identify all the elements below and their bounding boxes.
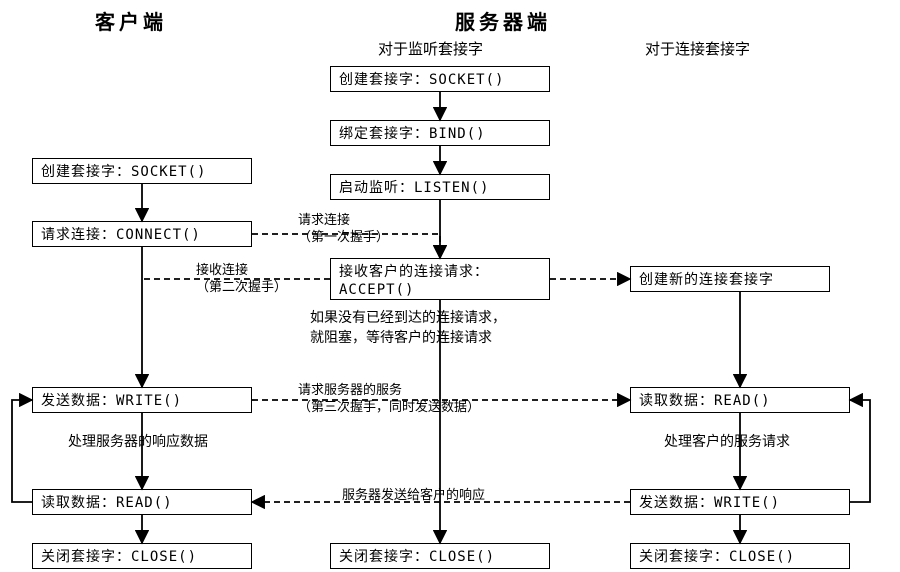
note-server-block-l2: 就阻塞，等待客户的连接请求 [310,329,492,345]
socket-flowchart: { "type": "flowchart", "canvas": { "w": … [0,0,900,572]
label-handshake-3: 请求服务器的服务 （第三次握手，同时发送数据） [298,382,480,416]
node-server-close: 关闭套接字：CLOSE() [330,543,550,569]
note-conn-process: 处理客户的服务请求 [664,432,790,452]
node-server-accept-l2: ACCEPT() [339,281,414,299]
title-server: 服务器端 [455,6,551,35]
node-server-accept: 接收客户的连接请求： ACCEPT() [330,258,550,300]
node-server-accept-l1: 接收客户的连接请求： [339,263,489,281]
note-client-process: 处理服务器的响应数据 [68,432,208,452]
node-conn-read: 读取数据：READ() [630,387,850,413]
node-client-write: 发送数据：WRITE() [32,387,252,413]
label-handshake-1: 请求连接 （第一次握手） [298,212,389,246]
node-conn-write: 发送数据：WRITE() [630,489,850,515]
subtitle-conn-socket: 对于连接套接字 [645,38,750,59]
node-server-listen: 启动监听：LISTEN() [330,174,550,200]
node-client-close: 关闭套接字：CLOSE() [32,543,252,569]
label-handshake-2: 接收连接 （第二次握手） [196,262,287,296]
subtitle-listen-socket: 对于监听套接字 [378,38,483,59]
node-server-bind: 绑定套接字：BIND() [330,120,550,146]
node-client-connect: 请求连接：CONNECT() [32,221,252,247]
note-server-block-l1: 如果没有已经到达的连接请求， [310,309,506,325]
label-server-response: 服务器发送给客户的响应 [342,487,485,504]
note-server-block: 如果没有已经到达的连接请求， 就阻塞，等待客户的连接请求 [310,308,506,347]
node-server-socket: 创建套接字：SOCKET() [330,66,550,92]
node-conn-newsocket: 创建新的连接套接字 [630,266,830,292]
node-conn-close: 关闭套接字：CLOSE() [630,543,850,569]
title-client: 客户端 [95,6,167,35]
node-client-read: 读取数据：READ() [32,489,252,515]
node-client-socket: 创建套接字：SOCKET() [32,158,252,184]
